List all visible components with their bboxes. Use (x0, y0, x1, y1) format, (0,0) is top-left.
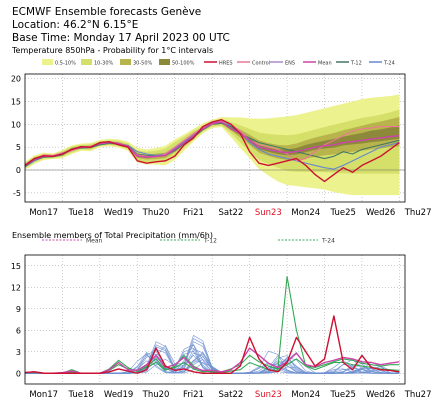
precip-y-tick-label: 6 (16, 326, 21, 335)
precip-x-tick-label: Tue25 (330, 390, 356, 400)
precip-legend-label-t-12: T-12 (203, 238, 217, 245)
prob-legend-swatch-2 (81, 59, 92, 65)
temp-series-hres (24, 119, 400, 183)
precip-x-tick-label: Sun23 (255, 390, 282, 400)
precip-x-tick-label: Wed19 (104, 390, 133, 400)
line-legend-label-t-24: T-24 (383, 61, 395, 67)
base-time-label: Base Time: Monday 17 April 2023 00 UTC (12, 32, 230, 44)
line-legend-label-t-12: T-12 (350, 61, 362, 67)
temp-x-tick-label: Tue18 (67, 208, 93, 218)
temp-y-tick-label: 15 (11, 97, 21, 106)
temp-x-tick-label: Wed26 (366, 208, 395, 218)
precip-legend-label-t-24: T-24 (321, 238, 335, 245)
prob-legend-swatch-4 (159, 59, 170, 65)
precip-series-hres (24, 315, 400, 374)
temp-x-tick-label: Thu27 (404, 208, 432, 218)
prob-legend-label-3: 30-50% (133, 61, 153, 67)
precip-y-tick-label: 3 (16, 348, 21, 357)
precipitation-panel-title: Ensemble members of Total Precipitation … (12, 231, 213, 240)
precip-plot-area (25, 255, 405, 384)
precip-x-tick-label: Wed26 (366, 390, 395, 400)
prob-legend-label-1: 0.5-10% (55, 61, 76, 67)
precip-x-tick-label: Mon24 (291, 390, 320, 400)
temp-x-tick-label: Sun23 (255, 208, 282, 218)
precip-x-tick-label: Fri21 (183, 390, 204, 400)
line-legend-label-ens: ENS (285, 61, 295, 67)
temp-x-tick-label: Fri21 (183, 208, 204, 218)
precip-y-tick-label: 0 (16, 369, 21, 378)
temp-x-tick-label: Mon17 (29, 208, 58, 218)
prob-legend-label-4: 50-100% (172, 61, 195, 67)
temp-y-tick-label: -5 (13, 189, 21, 198)
line-legend-label-control: Control (252, 61, 270, 67)
precip-y-tick-label: 9 (16, 305, 21, 314)
precip-x-tick-label: Tue18 (67, 390, 93, 400)
temp-x-tick-label: Wed19 (104, 208, 133, 218)
precip-y-tick-label: 12 (11, 283, 21, 292)
prob-legend-label-2: 10-30% (94, 61, 114, 67)
temperature-panel-title: Temperature 850hPa - Probability for 1°C… (12, 46, 214, 55)
precip-y-tick-label: 15 (11, 262, 21, 271)
temp-y-tick-label: 0 (16, 166, 21, 175)
line-legend-label-mean: Mean (318, 61, 332, 67)
prob-band-30-50 (25, 116, 400, 168)
temp-x-tick-label: Tue25 (330, 208, 356, 218)
line-legend-label-hres: HRES (219, 61, 233, 67)
precip-plot-frame (24, 254, 406, 385)
precip-x-tick-label: Sat22 (219, 390, 244, 400)
temp-x-tick-label: Mon24 (291, 208, 320, 218)
temp-x-tick-label: Thu20 (142, 208, 170, 218)
temp-y-tick-label: 5 (16, 143, 21, 152)
precip-x-tick-label: Thu20 (142, 390, 170, 400)
temp-x-tick-label: Sat22 (219, 208, 244, 218)
prob-legend-swatch-3 (120, 59, 131, 65)
chart-title: ECMWF Ensemble forecasts Genève (12, 6, 202, 18)
precip-legend-label-mean: Mean (86, 238, 103, 245)
temp-plot-frame (24, 73, 406, 203)
precip-x-tick-label: Thu27 (404, 390, 432, 400)
temp-y-tick-label: 20 (11, 75, 21, 84)
precip-x-tick-label: Mon17 (29, 390, 58, 400)
location-label: Location: 46.2°N 6.15°E (12, 19, 139, 31)
prob-legend-swatch-1 (42, 59, 53, 65)
temp-y-tick-label: 10 (11, 120, 21, 129)
